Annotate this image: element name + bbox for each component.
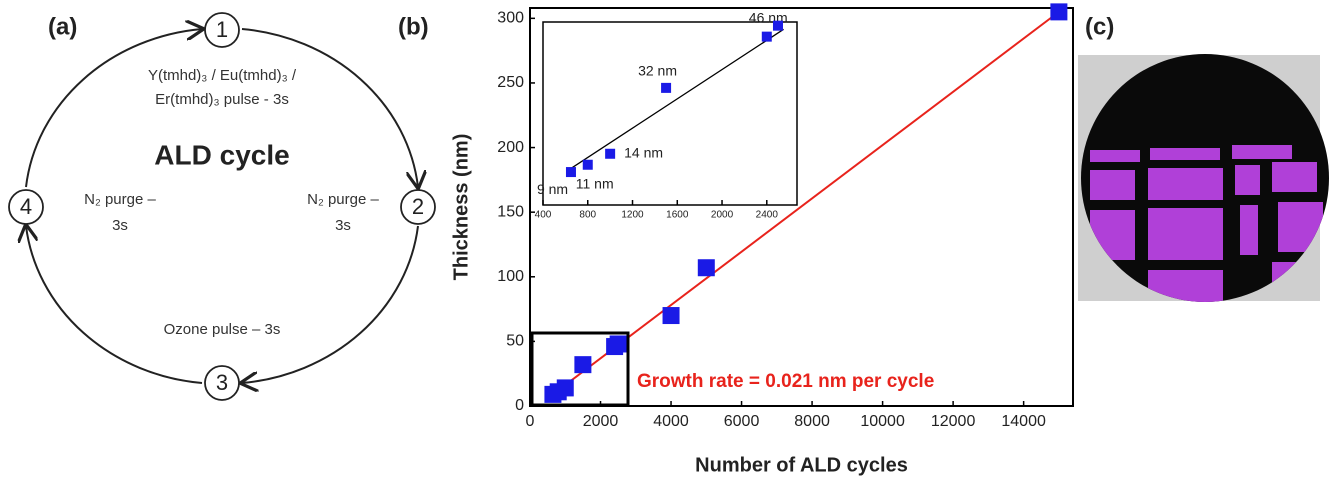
panel-label: (c) <box>1085 13 1114 40</box>
data-point <box>661 82 672 93</box>
step-text: 3s <box>112 217 128 234</box>
fit-line <box>550 11 1060 397</box>
y-axis-label: Thickness (nm) <box>450 134 472 281</box>
panel-label: (b) <box>398 13 429 40</box>
y-tick-label: 250 <box>497 74 524 91</box>
highlight-box <box>530 331 630 407</box>
y-tick-label: 0 <box>515 397 524 414</box>
data-point <box>605 148 616 159</box>
chart: 0 2000 4000 6000 8000 10000 12000 14000 0 50 100 15… <box>450 3 1074 476</box>
x-tick-label: 2000 <box>711 210 734 221</box>
data-point <box>772 20 783 31</box>
data-point <box>662 307 680 325</box>
photo <box>1078 54 1329 302</box>
step-text: 3s <box>335 217 351 234</box>
x-tick-label: 1600 <box>666 210 689 221</box>
x-tick-label: 4000 <box>653 413 689 430</box>
point-label: 11 nm <box>576 175 614 191</box>
data-point <box>556 379 574 397</box>
data-point <box>697 259 715 277</box>
node-circle <box>204 12 240 48</box>
data-point <box>582 159 593 170</box>
node-label: 1 <box>216 17 228 42</box>
x-tick-label: 2400 <box>756 210 779 221</box>
point-label: 14 nm <box>624 144 663 160</box>
y-tick-label: 100 <box>497 268 524 285</box>
nodes: 1 2 3 4 <box>8 12 436 401</box>
step-text: Er(tmhd)₃ pulse - 3s <box>155 91 289 108</box>
step-text: N₂ purge – <box>307 191 379 208</box>
annotation: Growth rate = 0.021 nm per cycle <box>637 371 934 392</box>
arrow <box>26 226 203 384</box>
data-point <box>1050 3 1068 21</box>
node-circle <box>8 189 44 225</box>
node-label: 4 <box>20 194 32 219</box>
x-tick-label: 8000 <box>794 413 830 430</box>
cycle-diagram <box>26 29 418 383</box>
x-tick-label: 12000 <box>931 413 976 430</box>
inset-frame <box>542 21 798 206</box>
data-point <box>565 167 576 178</box>
step-text: N₂ purge – <box>84 191 156 208</box>
x-axis-label: Number of ALD cycles <box>695 454 908 476</box>
point-label: 32 nm <box>638 63 677 79</box>
y-tick-label: 150 <box>497 203 524 220</box>
node-circle <box>204 365 240 401</box>
node-label: 2 <box>412 194 424 219</box>
data-point <box>761 31 772 42</box>
x-tick-label: 0 <box>526 413 535 430</box>
node-circle <box>400 189 436 225</box>
y-tick-label: 200 <box>497 139 524 156</box>
point-label: 9 nm <box>537 181 568 197</box>
x-tick-label: 6000 <box>724 413 760 430</box>
x-tick-label: 400 <box>535 210 552 221</box>
y-tick-label: 50 <box>506 333 524 350</box>
arrow <box>242 225 419 383</box>
arrow <box>25 29 202 188</box>
x-tick-label: 14000 <box>1001 413 1046 430</box>
fit-line <box>570 28 784 169</box>
x-tick-label: 2000 <box>583 413 619 430</box>
step-text: Ozone pulse – 3s <box>164 321 281 338</box>
data-point <box>574 356 592 374</box>
diagram-title: ALD cycle <box>154 139 289 170</box>
x-tick-label: 1200 <box>621 210 644 221</box>
arrow <box>241 28 418 187</box>
y-tick-label: 300 <box>497 10 524 27</box>
x-tick-label: 10000 <box>860 413 905 430</box>
node-label: 3 <box>216 370 228 395</box>
step-text: Y(tmhd)₃ / Eu(tmhd)₃ / <box>148 67 297 84</box>
panel-label: (a) <box>48 13 77 40</box>
x-tick-label: 800 <box>579 210 596 221</box>
data-point <box>609 335 627 353</box>
